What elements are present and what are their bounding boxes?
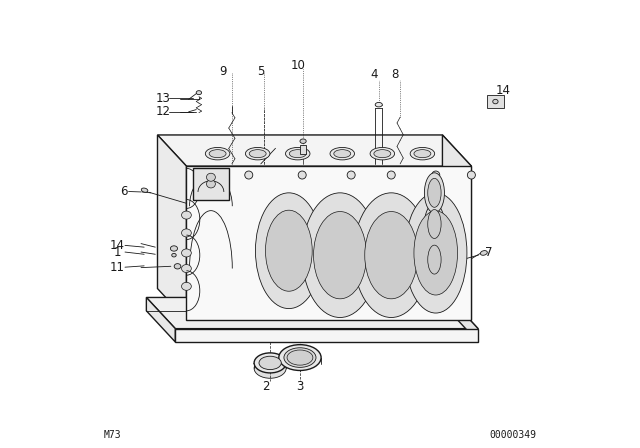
Ellipse shape bbox=[245, 147, 270, 160]
Polygon shape bbox=[147, 297, 478, 329]
Ellipse shape bbox=[182, 282, 191, 290]
Ellipse shape bbox=[298, 171, 306, 179]
Ellipse shape bbox=[141, 188, 148, 192]
Ellipse shape bbox=[182, 211, 191, 219]
Ellipse shape bbox=[404, 193, 467, 313]
Text: 11: 11 bbox=[110, 261, 125, 274]
Ellipse shape bbox=[481, 250, 487, 255]
Ellipse shape bbox=[410, 147, 435, 160]
Ellipse shape bbox=[254, 353, 286, 373]
Polygon shape bbox=[147, 297, 175, 342]
Bar bbox=[300, 145, 306, 154]
Ellipse shape bbox=[414, 150, 431, 158]
Text: 13: 13 bbox=[156, 92, 171, 105]
Text: 8: 8 bbox=[391, 69, 399, 82]
Ellipse shape bbox=[207, 180, 216, 188]
Ellipse shape bbox=[493, 99, 498, 104]
Ellipse shape bbox=[353, 193, 429, 318]
Text: 3: 3 bbox=[296, 380, 303, 393]
Ellipse shape bbox=[334, 150, 351, 158]
Polygon shape bbox=[442, 135, 472, 320]
Polygon shape bbox=[175, 329, 478, 342]
Ellipse shape bbox=[432, 171, 440, 179]
Ellipse shape bbox=[284, 348, 316, 367]
Ellipse shape bbox=[205, 147, 230, 160]
Ellipse shape bbox=[172, 254, 176, 257]
Ellipse shape bbox=[330, 147, 355, 160]
Text: 14: 14 bbox=[496, 84, 511, 97]
Polygon shape bbox=[157, 135, 186, 320]
Ellipse shape bbox=[214, 171, 221, 179]
Ellipse shape bbox=[249, 150, 266, 158]
Ellipse shape bbox=[255, 193, 322, 309]
Ellipse shape bbox=[428, 245, 441, 274]
Text: 00000349: 00000349 bbox=[489, 431, 536, 440]
Ellipse shape bbox=[302, 193, 378, 318]
Ellipse shape bbox=[374, 150, 391, 158]
Ellipse shape bbox=[314, 211, 367, 299]
Ellipse shape bbox=[300, 139, 306, 143]
Ellipse shape bbox=[467, 171, 476, 179]
Ellipse shape bbox=[207, 173, 216, 181]
Ellipse shape bbox=[387, 171, 396, 179]
Ellipse shape bbox=[174, 263, 181, 269]
Text: 7: 7 bbox=[484, 246, 492, 258]
Text: 4: 4 bbox=[371, 69, 378, 82]
Ellipse shape bbox=[375, 103, 382, 107]
Bar bbox=[487, 95, 504, 108]
Ellipse shape bbox=[287, 350, 313, 365]
Ellipse shape bbox=[279, 345, 321, 370]
Ellipse shape bbox=[182, 264, 191, 272]
Polygon shape bbox=[449, 297, 478, 342]
Ellipse shape bbox=[428, 210, 441, 238]
Text: 10: 10 bbox=[291, 60, 305, 73]
Ellipse shape bbox=[254, 358, 286, 378]
Text: 14: 14 bbox=[110, 239, 125, 252]
Ellipse shape bbox=[424, 240, 444, 280]
Ellipse shape bbox=[289, 150, 306, 158]
Text: M73: M73 bbox=[104, 431, 122, 440]
Ellipse shape bbox=[170, 246, 177, 251]
Ellipse shape bbox=[259, 356, 281, 370]
Ellipse shape bbox=[196, 90, 202, 95]
Polygon shape bbox=[157, 135, 472, 166]
Ellipse shape bbox=[244, 171, 253, 179]
Ellipse shape bbox=[414, 211, 458, 295]
Text: 1: 1 bbox=[114, 246, 121, 258]
Polygon shape bbox=[193, 168, 228, 199]
Text: 12: 12 bbox=[156, 105, 171, 118]
Polygon shape bbox=[186, 166, 472, 320]
Text: 5: 5 bbox=[257, 65, 264, 78]
Ellipse shape bbox=[347, 171, 355, 179]
Ellipse shape bbox=[424, 173, 444, 213]
Ellipse shape bbox=[266, 210, 312, 291]
Ellipse shape bbox=[428, 178, 441, 207]
Text: 9: 9 bbox=[219, 65, 227, 78]
Ellipse shape bbox=[370, 147, 395, 160]
Text: 6: 6 bbox=[120, 185, 128, 198]
Ellipse shape bbox=[285, 147, 310, 160]
Ellipse shape bbox=[209, 150, 226, 158]
Ellipse shape bbox=[424, 204, 444, 244]
Ellipse shape bbox=[182, 249, 191, 257]
Ellipse shape bbox=[365, 211, 418, 299]
Ellipse shape bbox=[182, 229, 191, 237]
Text: 2: 2 bbox=[262, 380, 269, 393]
